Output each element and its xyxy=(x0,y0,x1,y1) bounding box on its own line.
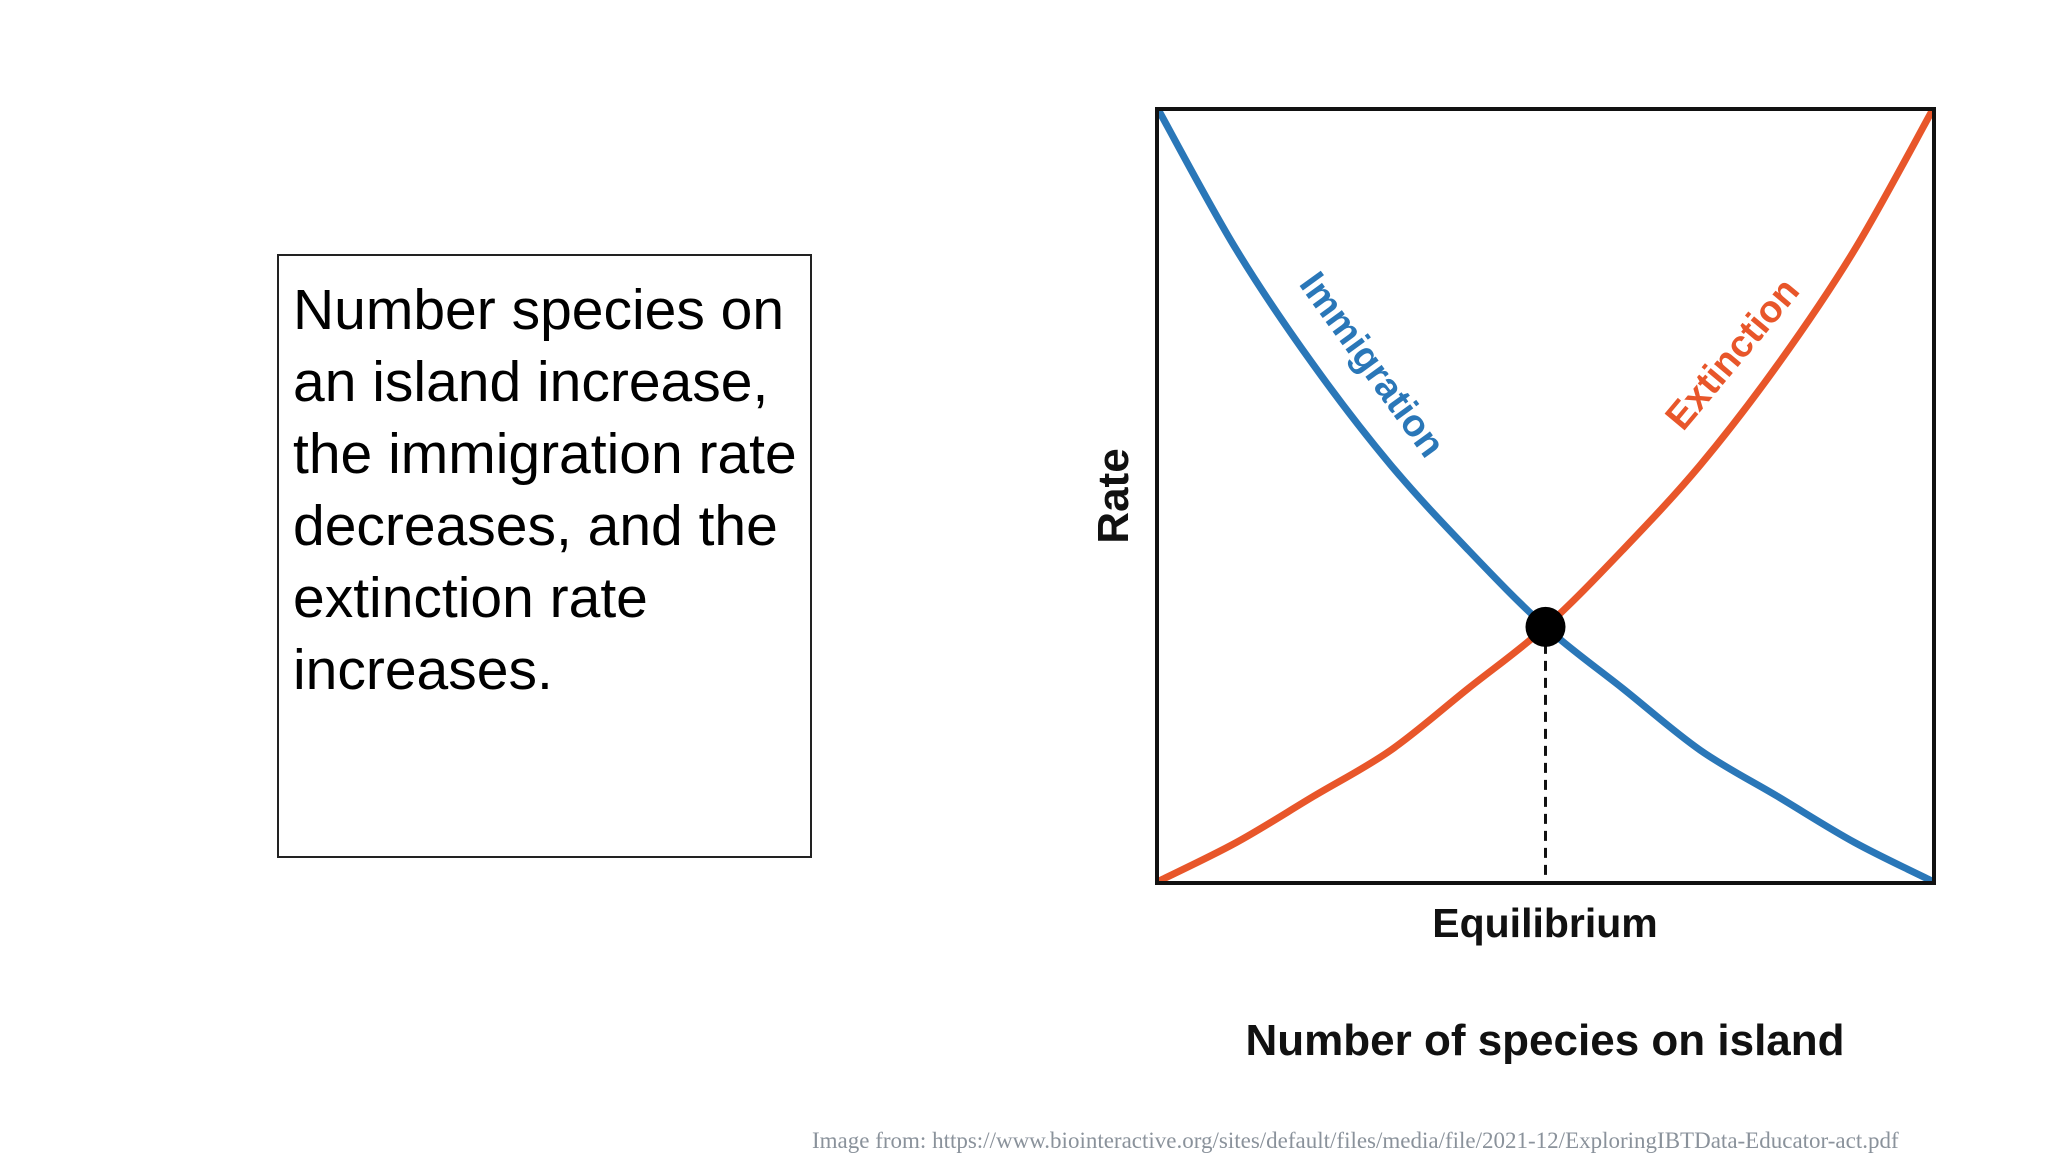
series-line-extinction xyxy=(1155,107,1936,885)
equilibrium-point xyxy=(1525,606,1566,647)
plot-frame xyxy=(1155,107,1936,885)
x-axis-label: Number of species on island xyxy=(1245,1016,1844,1065)
plot-area: Immigration Extinction xyxy=(1155,107,1936,885)
explanation-text: Number species on an island increase, th… xyxy=(293,278,797,702)
series-line-immigration xyxy=(1155,107,1936,885)
image-credit: Image from: https://www.biointeractive.o… xyxy=(812,1128,1899,1153)
y-axis-label: Rate xyxy=(1089,448,1138,543)
explanation-textbox: Number species on an island increase, th… xyxy=(277,254,812,858)
equilibrium-label: Equilibrium xyxy=(1432,900,1658,946)
